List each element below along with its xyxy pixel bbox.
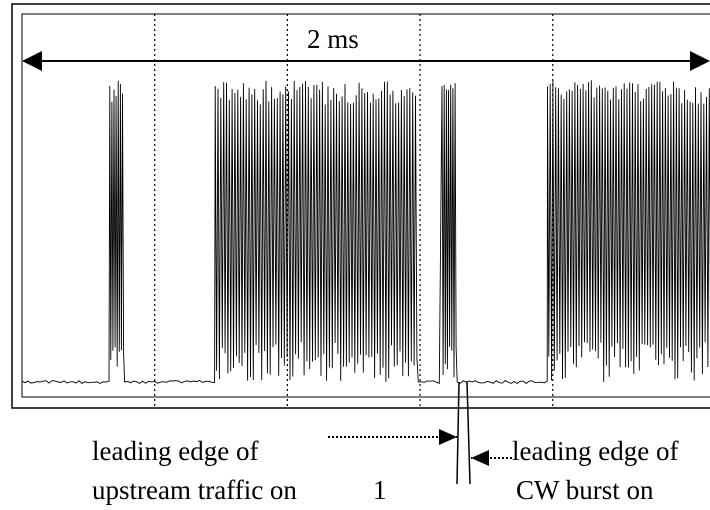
right-label-line2: CW burst on	[516, 475, 654, 505]
leading-edge-line-1	[456, 381, 460, 485]
left-label-line2: upstream traffic on	[92, 475, 297, 505]
trace-line	[21, 80, 710, 385]
span-label-bg	[296, 26, 380, 54]
left-label-number: 1	[373, 475, 387, 505]
leading-edge-line-2	[466, 381, 471, 485]
left-label-line1: leading edge of	[92, 436, 258, 466]
signal-trace	[21, 80, 710, 385]
right-label-line1: leading edge of	[512, 436, 678, 466]
span-label: 2 ms	[307, 24, 359, 54]
plot-inner-frame	[21, 13, 710, 398]
plot-frame	[11, 3, 710, 409]
